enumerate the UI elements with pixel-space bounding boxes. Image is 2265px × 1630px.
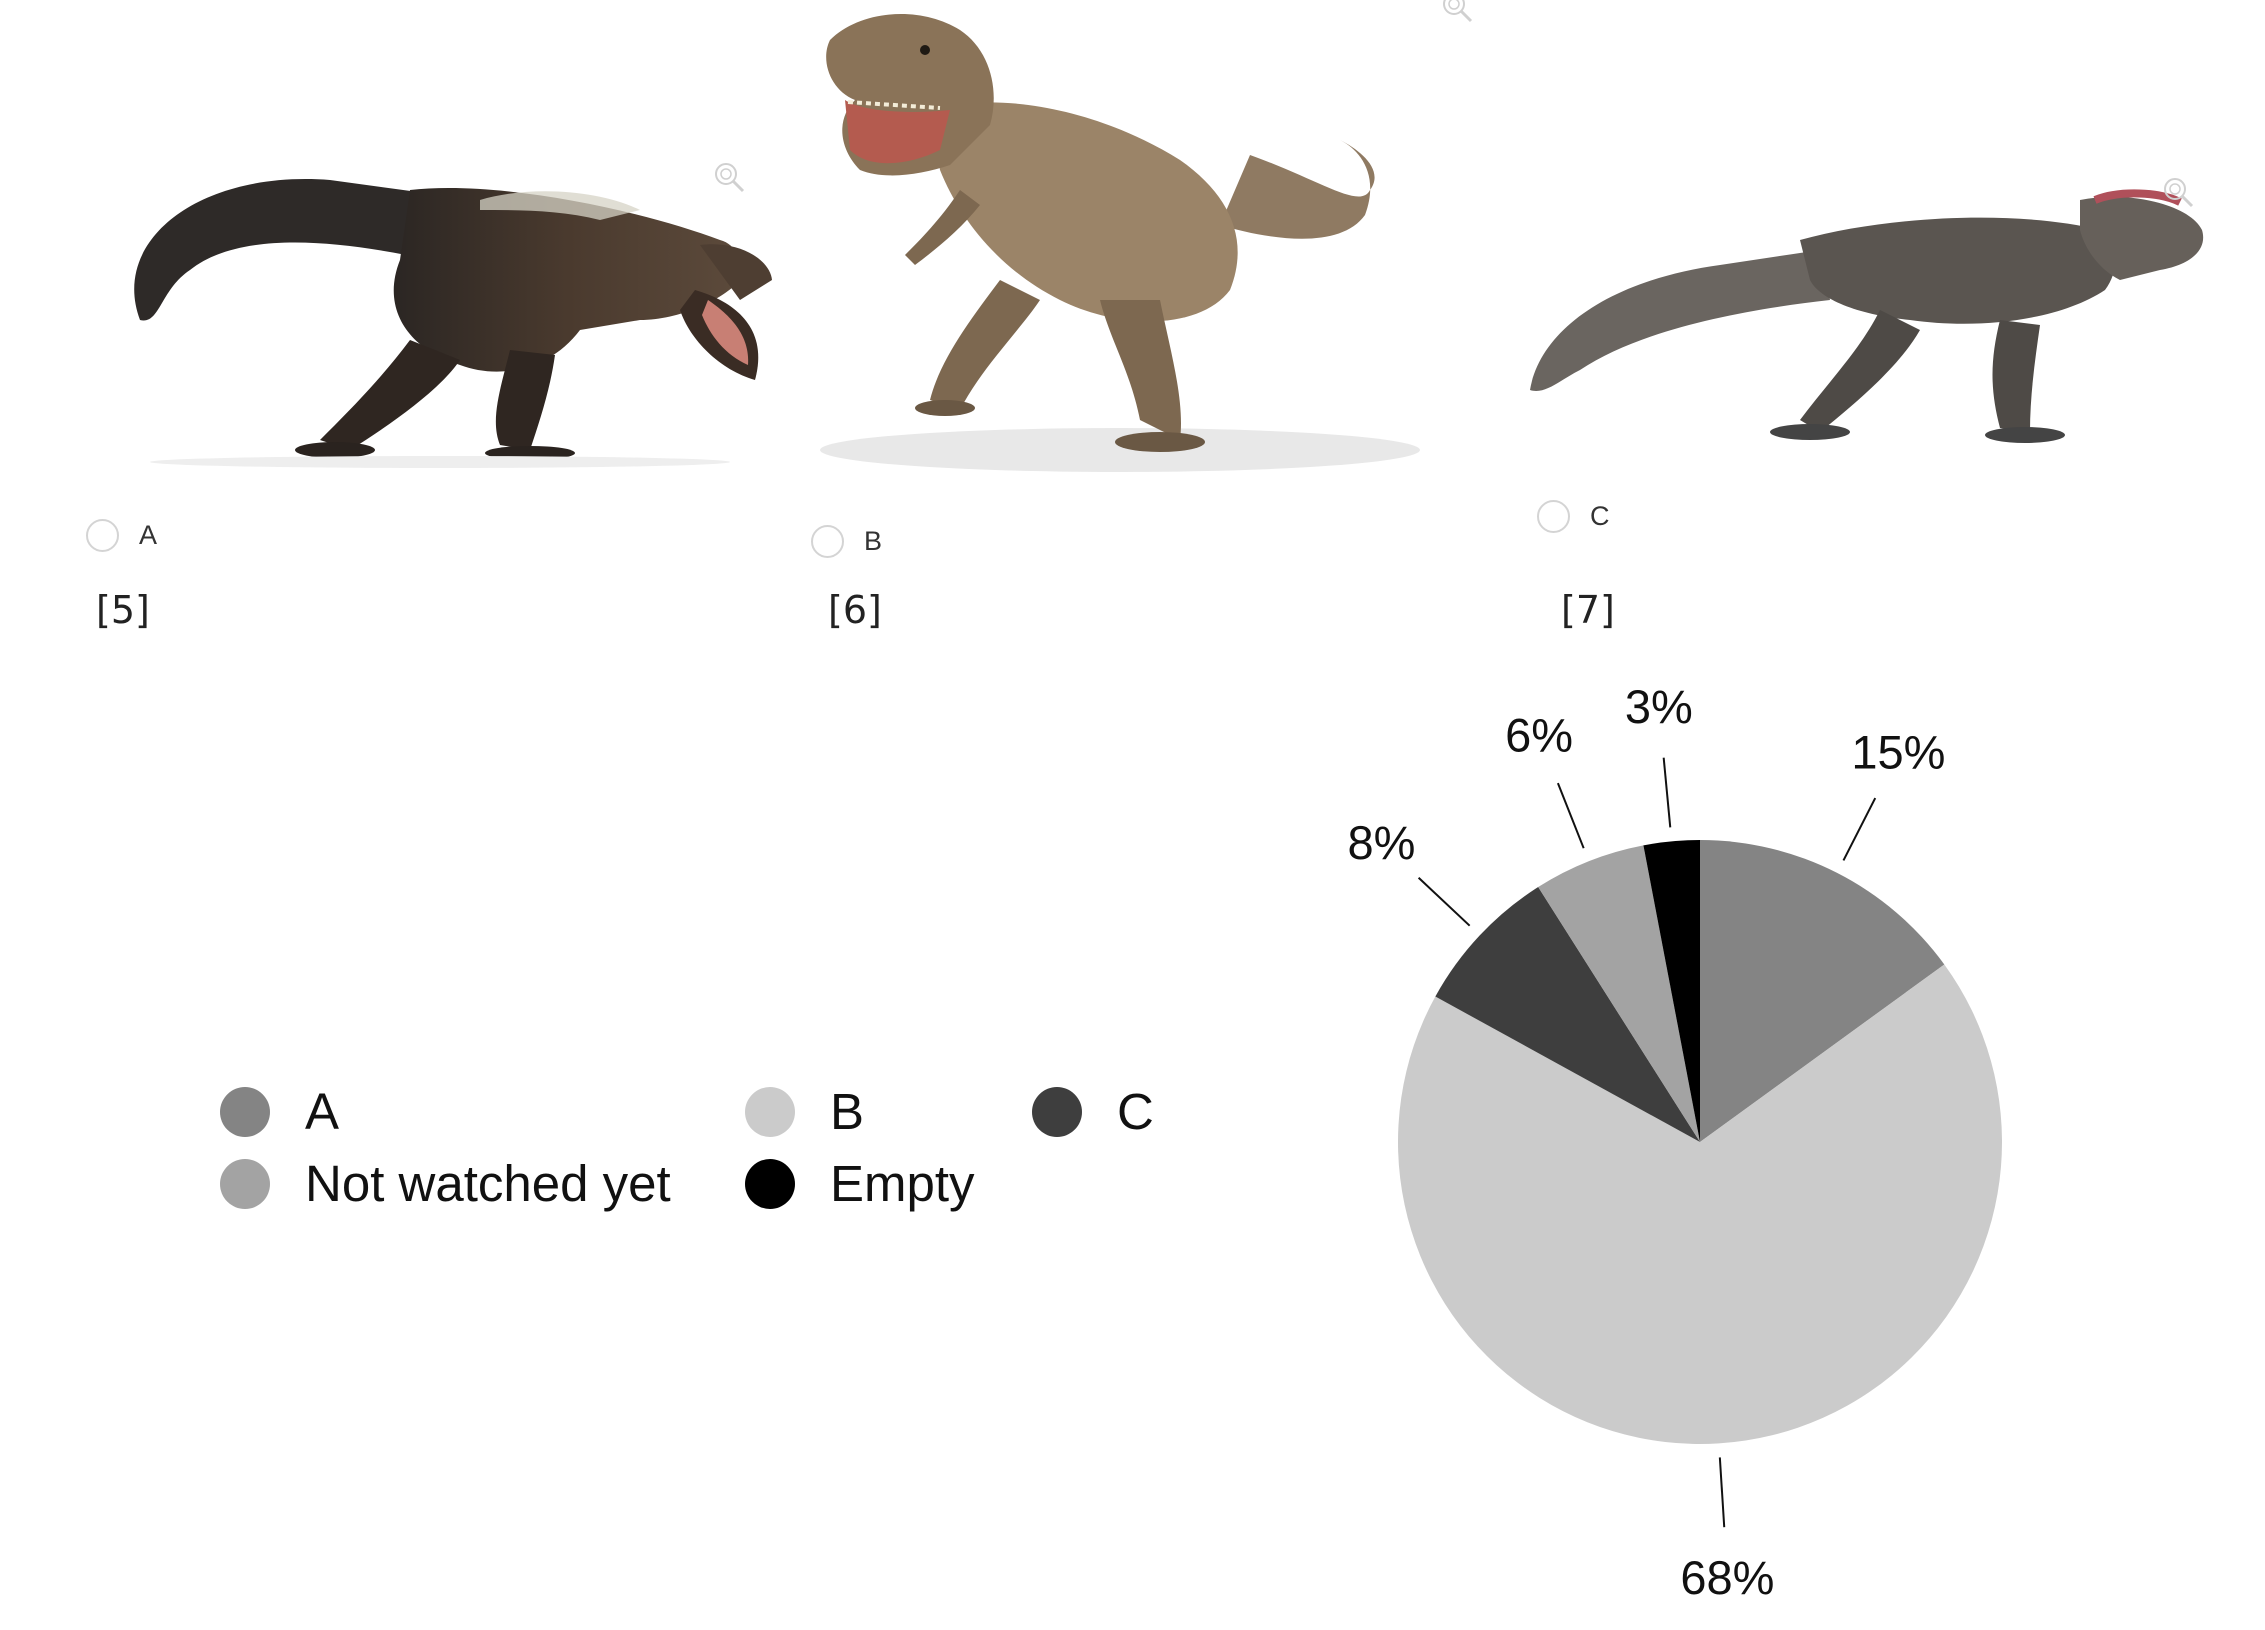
option-radio-row-c[interactable]: C <box>1537 500 1610 533</box>
data-label-a: 15% <box>1851 726 1945 779</box>
pie-chart: 15% 68% 8% 6% 3% <box>1347 680 2002 1604</box>
radio-button-b[interactable] <box>811 525 844 558</box>
legend-item-c: C <box>1032 1082 1154 1141</box>
data-label-b: 68% <box>1680 1551 1774 1604</box>
leader-line-empty <box>1662 757 1672 828</box>
option-card-c <box>1520 170 2220 470</box>
leader-line-b <box>1718 1457 1726 1528</box>
reference-b: [6] <box>828 588 882 632</box>
legend-swatch-not-watched-yet <box>220 1158 270 1209</box>
legend-swatch-a <box>220 1086 270 1137</box>
legend-swatch-b <box>745 1086 795 1137</box>
legend-label-c: C <box>1117 1083 1154 1140</box>
pie-slice-a <box>1700 840 1945 1142</box>
option-radio-row-b[interactable]: B <box>811 525 882 558</box>
dinosaur-image-c <box>1530 189 2204 443</box>
zoom-icon[interactable] <box>2161 175 2195 209</box>
legend-label-a: A <box>305 1083 340 1140</box>
data-label-c: 8% <box>1347 816 1415 869</box>
option-card-b <box>800 0 1473 480</box>
zoom-icon[interactable] <box>1440 0 1474 24</box>
legend-swatch-c <box>1032 1086 1082 1137</box>
pie-slice-c <box>1435 887 1700 1142</box>
chart-legend: A B C Not watched yet Empty <box>220 1082 1200 1232</box>
radio-button-c[interactable] <box>1537 500 1570 533</box>
legend-label-b: B <box>830 1083 865 1140</box>
data-label-empty: 3% <box>1625 680 1693 733</box>
legend-label-empty: Empty <box>830 1155 975 1212</box>
pie-slice-empty <box>1643 840 1700 1142</box>
legend-label-not-watched-yet: Not watched yet <box>305 1155 671 1212</box>
legend-item-a: A <box>220 1082 339 1141</box>
leader-line-a <box>1842 797 1877 861</box>
legend-item-b: B <box>745 1082 864 1141</box>
dinosaur-image-a <box>134 179 772 468</box>
reference-a: [5] <box>96 588 150 632</box>
zoom-icon[interactable] <box>712 160 746 194</box>
option-radio-row-a[interactable]: A <box>86 519 157 552</box>
legend-swatch-empty <box>745 1158 795 1209</box>
option-label-c: C <box>1590 501 1610 531</box>
leader-line-not-watched-yet <box>1556 782 1585 849</box>
legend-item-empty: Empty <box>745 1154 975 1213</box>
option-label-b: B <box>864 526 883 556</box>
leader-line-c <box>1417 877 1471 927</box>
pie-slice-not-watched-yet <box>1538 845 1700 1142</box>
data-label-not-watched-yet: 6% <box>1505 709 1573 762</box>
reference-c: [7] <box>1561 588 1615 632</box>
pie-slice-b <box>1398 964 2002 1444</box>
radio-button-a[interactable] <box>86 519 119 552</box>
option-label-a: A <box>139 520 158 550</box>
legend-item-not-watched-yet: Not watched yet <box>220 1154 671 1213</box>
dinosaur-image-b <box>820 13 1420 472</box>
option-card-a <box>80 150 780 480</box>
